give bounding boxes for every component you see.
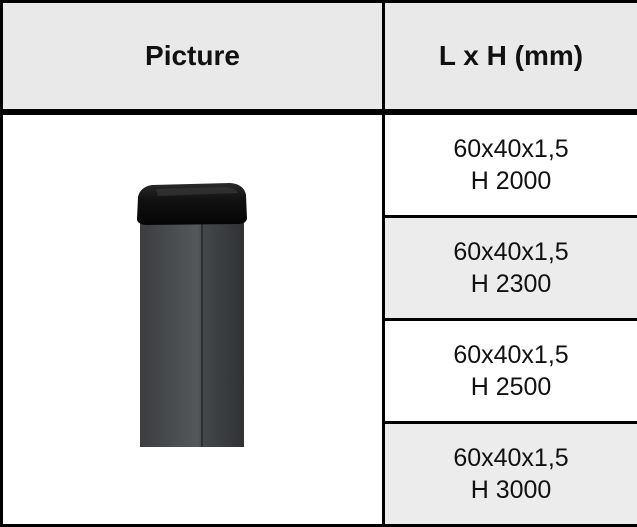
dimension-cell: 60x40x1,5 H 2300 xyxy=(384,217,637,320)
fence-post-icon xyxy=(128,175,258,465)
header-dimensions: L x H (mm) xyxy=(384,2,637,113)
size-text: 60x40x1,5 xyxy=(385,339,637,371)
size-text: 60x40x1,5 xyxy=(385,133,637,165)
picture-cell xyxy=(2,112,384,526)
dimension-cell: 60x40x1,5 H 2500 xyxy=(384,320,637,423)
dimension-cell: 60x40x1,5 H 3000 xyxy=(384,423,637,526)
dimension-cell: 60x40x1,5 H 2000 xyxy=(384,112,637,217)
table-row: 60x40x1,5 H 2000 xyxy=(2,112,637,217)
height-text: H 2300 xyxy=(385,268,637,300)
height-text: H 3000 xyxy=(385,474,637,506)
height-text: H 2000 xyxy=(385,165,637,197)
size-text: 60x40x1,5 xyxy=(385,442,637,474)
header-picture: Picture xyxy=(2,2,384,113)
size-text: 60x40x1,5 xyxy=(385,236,637,268)
header-row: Picture L x H (mm) xyxy=(2,2,637,113)
height-text: H 2500 xyxy=(385,371,637,403)
